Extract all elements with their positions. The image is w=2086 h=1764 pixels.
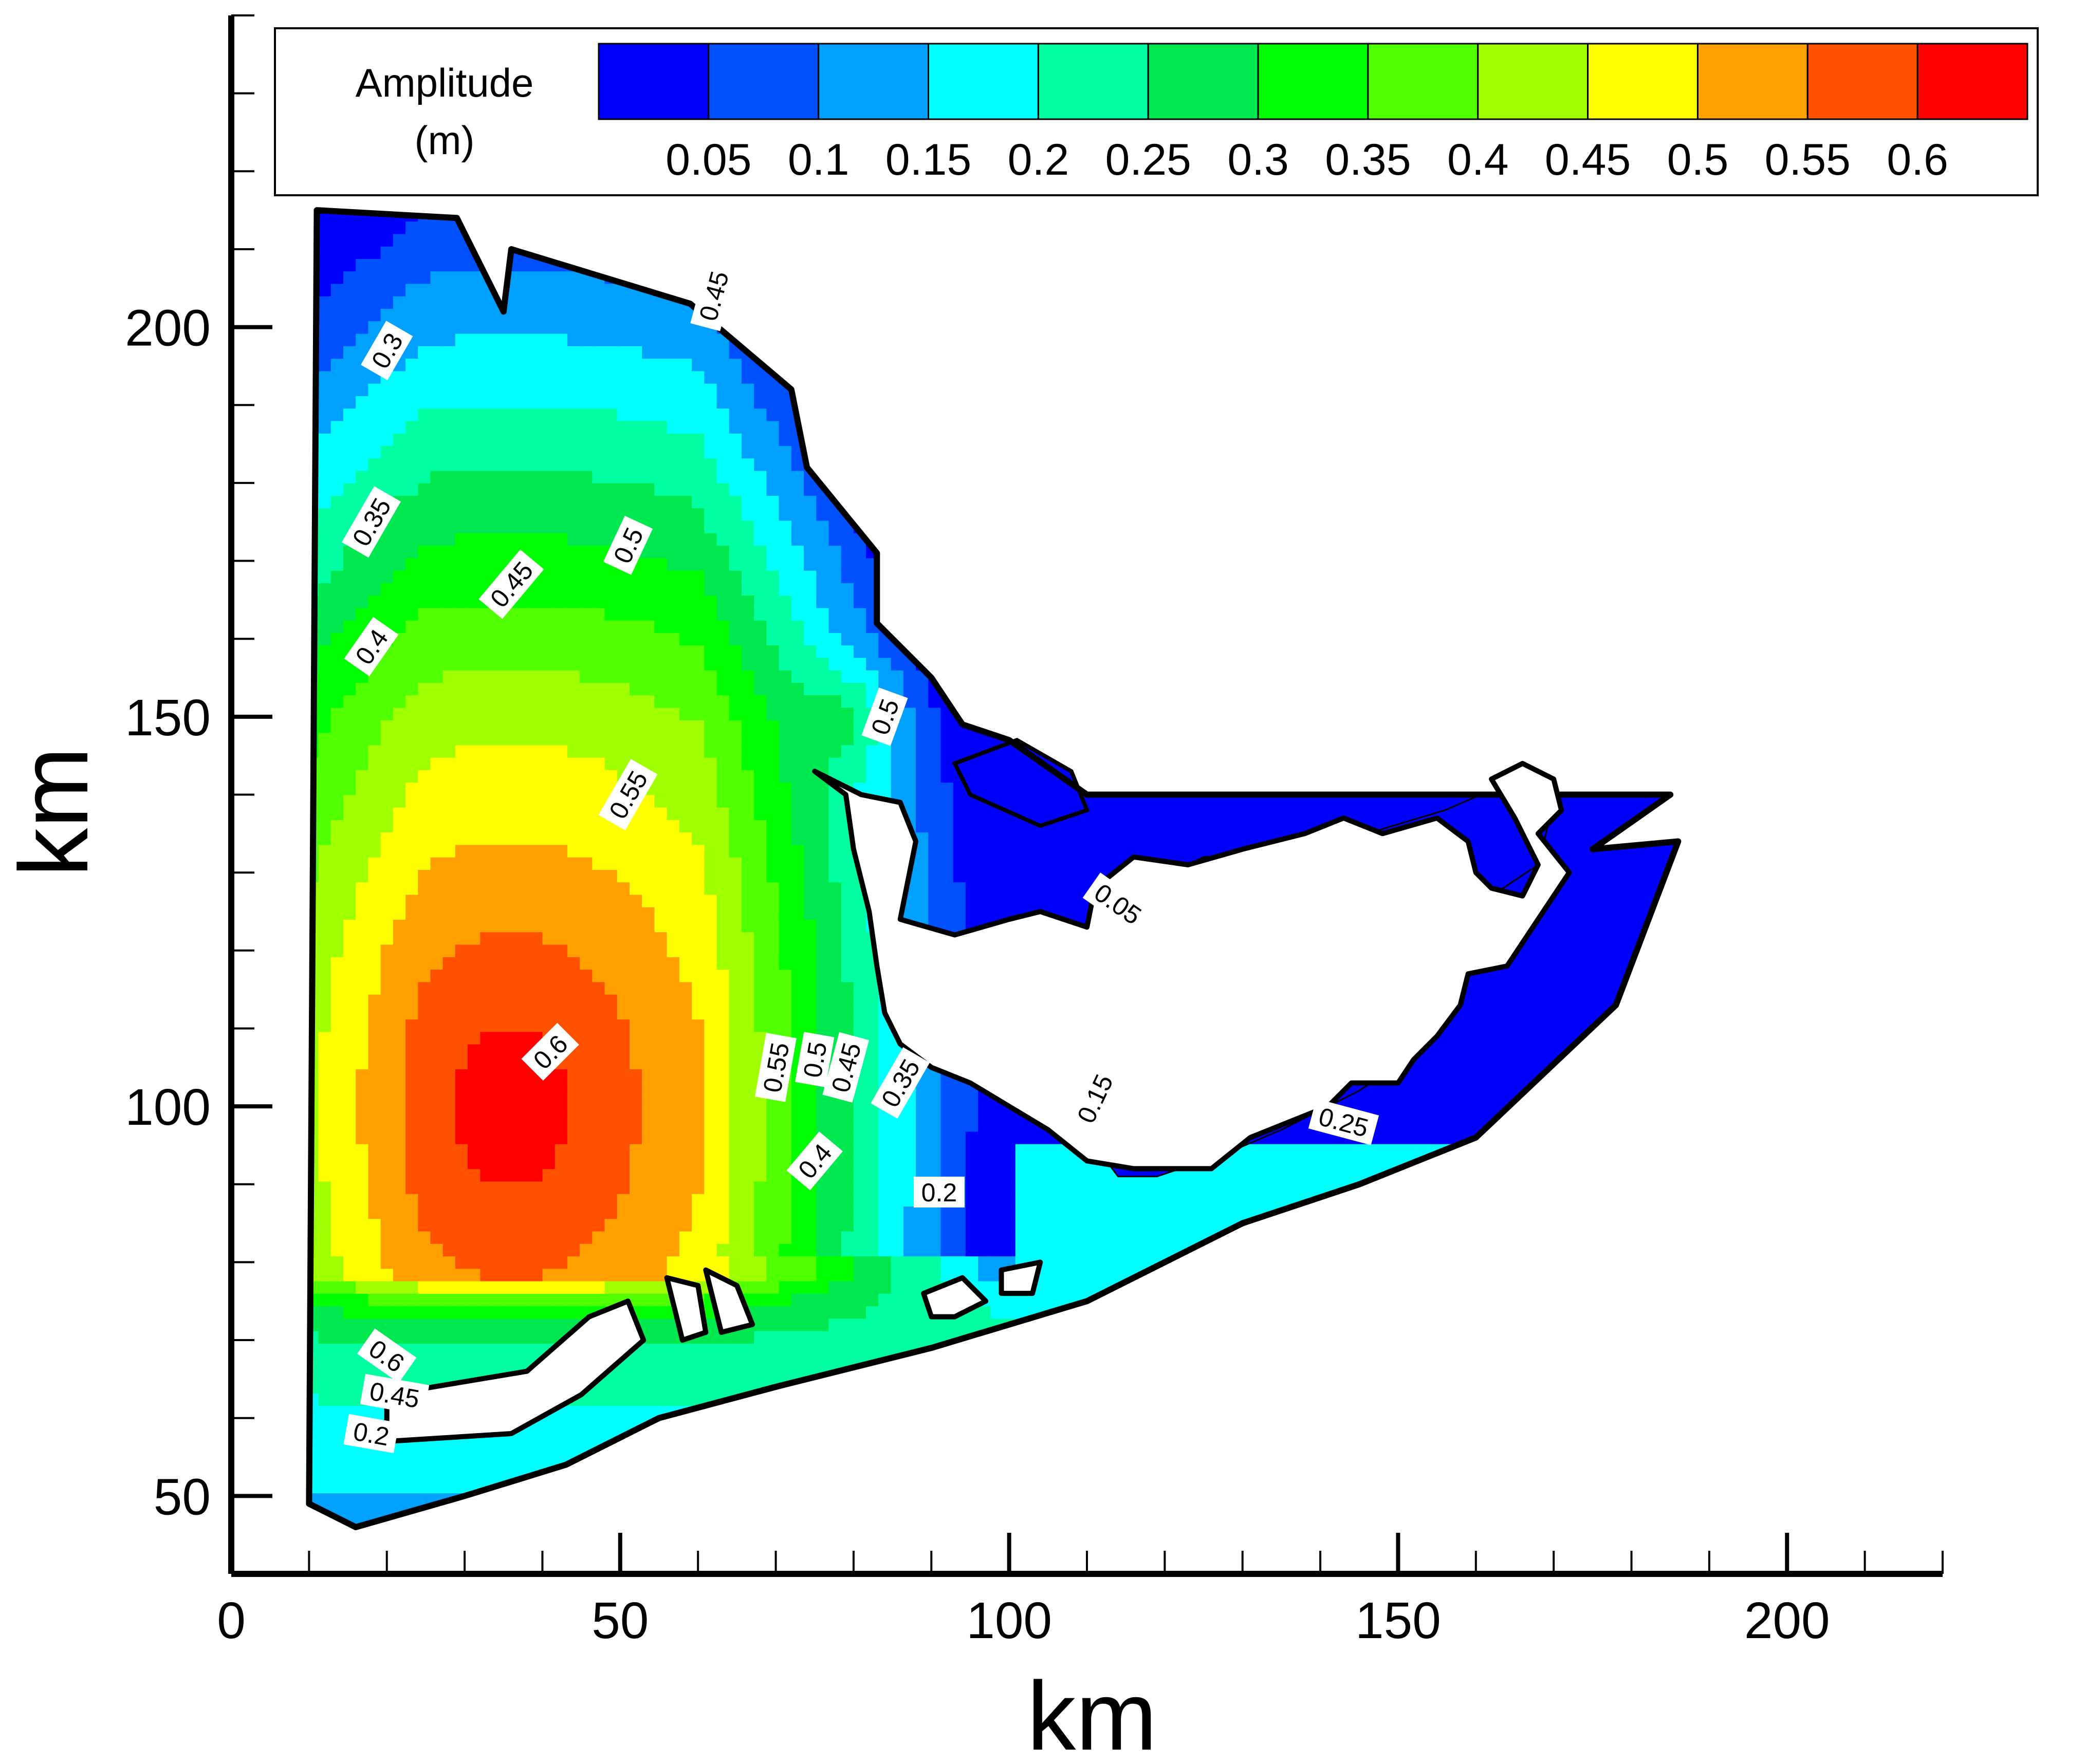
island (1002, 1262, 1041, 1293)
legend-title-line2: (m) (415, 118, 475, 163)
legend-swatch (599, 44, 709, 119)
legend-swatch (1698, 44, 1808, 119)
x-tick-label: 50 (592, 1592, 649, 1649)
legend-swatch (1258, 44, 1368, 119)
legend-tick-label: 0.4 (1447, 135, 1509, 184)
contour-label-text: 0.5 (798, 1039, 833, 1080)
x-tick-label: 100 (966, 1592, 1052, 1649)
x-tick-label: 0 (217, 1592, 246, 1649)
legend-tick-label: 0.35 (1325, 135, 1411, 184)
legend-tick-label: 0.25 (1105, 135, 1191, 184)
legend-swatch (1478, 44, 1588, 119)
y-tick-label: 150 (125, 689, 211, 747)
legend-swatch (709, 44, 819, 119)
legend-title-line1: Amplitude (356, 60, 534, 105)
legend-swatch (1368, 44, 1478, 119)
x-axis-title: km (1027, 1662, 1157, 1761)
y-tick-label: 200 (125, 300, 211, 357)
legend: Amplitude (m) 0.05 0.1 0.15 0.2 0.25 0.3 0.35 0… (275, 28, 2038, 195)
contour-label-text: 0.2 (921, 1178, 957, 1207)
legend-tick-label: 0.45 (1545, 135, 1631, 184)
legend-tick-label: 0.15 (885, 135, 971, 184)
legend-tick-label: 0.5 (1667, 135, 1729, 184)
legend-swatches (599, 44, 2027, 119)
legend-swatch (1588, 44, 1698, 119)
legend-tick-label: 0.05 (666, 135, 751, 184)
legend-swatch (1917, 44, 2027, 119)
x-tick-label: 150 (1355, 1592, 1441, 1649)
legend-swatch (1148, 44, 1258, 119)
legend-swatch (819, 44, 929, 119)
legend-tick-label: 0.55 (1765, 135, 1851, 184)
legend-tick-label: 0.1 (788, 135, 850, 184)
legend-tick-label: 0.2 (1008, 135, 1069, 184)
legend-swatch (1807, 44, 1917, 119)
y-axis-title: km (0, 747, 108, 877)
y-tick-label: 50 (154, 1468, 211, 1526)
contour-label: 0.2 (914, 1177, 965, 1208)
contour-label-text: 0.2 (351, 1417, 391, 1451)
x-tick-label: 200 (1744, 1592, 1830, 1649)
legend-tick-label: 0.6 (1887, 135, 1948, 184)
legend-swatch (1038, 44, 1148, 119)
legend-tick-label: 0.3 (1227, 135, 1289, 184)
y-tick-label: 100 (125, 1079, 211, 1136)
legend-swatch (929, 44, 1039, 119)
